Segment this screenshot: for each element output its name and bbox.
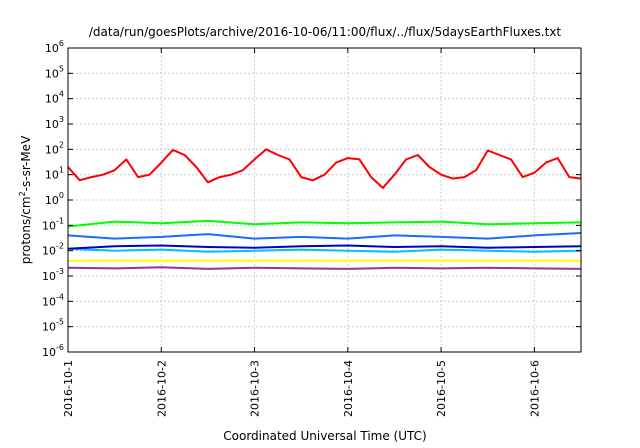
y-tick-label: 10-3 — [42, 267, 64, 283]
series-1 — [67, 219, 582, 228]
x-tick-marks — [67, 48, 535, 352]
series-line — [67, 148, 582, 189]
y-tick-label: 106 — [45, 39, 64, 55]
y-tick-label: 10-6 — [42, 343, 64, 359]
x-tick-labels: 2016-10-1 2016-10-2 2016-10-3 2016-10-4 2016… — [62, 360, 541, 417]
y-tick-label: 101 — [45, 166, 64, 182]
y-tick-label: 10-1 — [42, 216, 64, 232]
y-tick-label: 105 — [45, 64, 64, 80]
y-tick-label: 10-4 — [42, 292, 64, 308]
y-tick-label: 100 — [45, 191, 64, 207]
series-line — [67, 266, 582, 270]
series-4 — [67, 244, 582, 250]
series-6 — [67, 266, 582, 270]
x-tick-label: 2016-10-2 — [155, 360, 168, 417]
series-0 — [67, 148, 582, 189]
chart-title: /data/run/goesPlots/archive/2016-10-06/1… — [89, 25, 562, 39]
y-tick-label: 102 — [45, 140, 64, 156]
y-tick-label: 10-2 — [42, 242, 64, 258]
grid — [67, 47, 581, 353]
y-tick-label: 10-5 — [42, 318, 64, 334]
series-2 — [67, 247, 582, 253]
x-tick-label: 2016-10-5 — [435, 360, 448, 417]
y-tick-label: 104 — [45, 90, 64, 106]
x-tick-label: 2016-10-4 — [342, 360, 355, 417]
y-axis-label: protons/cm2-s-sr-MeV — [18, 135, 33, 264]
x-axis-label: Coordinated Universal Time (UTC) — [223, 429, 426, 443]
series-line — [67, 247, 582, 253]
series-line — [67, 219, 582, 228]
series-line — [67, 244, 582, 250]
x-tick-label: 2016-10-6 — [528, 360, 541, 417]
series-layer — [67, 148, 582, 270]
series-line — [67, 232, 582, 240]
x-tick-label: 2016-10-3 — [249, 360, 262, 417]
y-tick-marks — [68, 47, 581, 353]
y-tick-label: 103 — [45, 115, 64, 131]
x-tick-label: 2016-10-1 — [62, 360, 75, 417]
y-tick-labels: 10-6 10-5 10-4 10-3 10-2 10-1 100 101 102 103 104 1… — [42, 39, 64, 359]
series-3 — [67, 232, 582, 240]
